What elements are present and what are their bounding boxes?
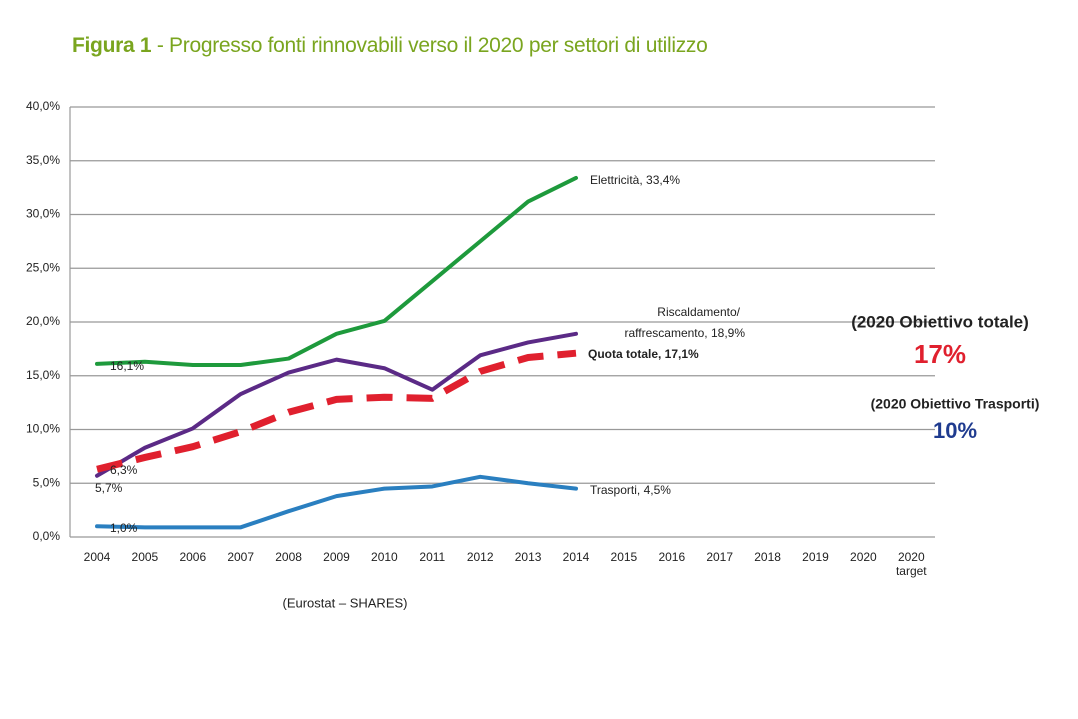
x-tick-label: 2005 [131, 550, 159, 564]
x-tick-label: 2009 [323, 550, 350, 564]
y-tick-label: 30,0% [26, 207, 60, 221]
title-text: - Progresso fonti rinnovabili verso il 2… [151, 34, 708, 57]
x-tick-label: 2011 [419, 550, 446, 564]
annotation: 10% [933, 418, 977, 443]
series-line [95, 331, 578, 478]
x-tick-label: 2006 [179, 550, 207, 564]
y-tick-label: 35,0% [26, 153, 60, 167]
x-tick-label: 2010 [371, 550, 398, 564]
annotation: 1,0% [110, 521, 138, 535]
annotation: Riscaldamento/ [657, 305, 740, 319]
x-tick-label: 2013 [514, 550, 542, 564]
series-line [95, 474, 578, 530]
y-tick-label: 40,0% [26, 99, 60, 113]
annotation: Elettricità, 33,4% [590, 173, 680, 187]
annotation: 5,7% [95, 481, 123, 495]
series-line [95, 175, 578, 367]
series-line [96, 349, 577, 473]
annotation: 16,1% [110, 359, 144, 373]
annotation: Trasporti, 4,5% [590, 483, 671, 497]
x-tick-label: 2007 [227, 550, 255, 564]
annotation: 6,3% [110, 463, 138, 477]
y-tick-label: 10,0% [26, 422, 60, 436]
x-tick-label: 2017 [706, 550, 734, 564]
source: (Eurostat – SHARES) [283, 595, 408, 610]
annotation: raffrescamento, 18,9% [624, 326, 745, 340]
y-tick-label: 20,0% [26, 314, 60, 328]
x-tick-label: 2019 [802, 550, 829, 564]
x-tick-label: 2014 [562, 550, 590, 564]
x-tick-label: 2016 [658, 550, 686, 564]
x-tick-label: 2020 target [895, 550, 927, 578]
x-tick-label: 2015 [610, 550, 638, 564]
y-tick-label: 5,0% [33, 475, 61, 489]
title-prefix: Figura 1 [72, 34, 152, 57]
annotation: (2020 Obiettivo totale) [851, 312, 1029, 331]
chart-title: Figura 1 - Progresso fonti rinnovabili v… [72, 34, 708, 58]
x-tick-label: 2020 [850, 550, 877, 564]
x-tick-label: 2018 [754, 550, 781, 564]
y-tick-label: 0,0% [33, 529, 61, 543]
annotation: 17% [914, 339, 966, 369]
y-tick-label: 25,0% [26, 260, 60, 274]
x-tick-label: 2008 [275, 550, 302, 564]
x-tick-label: 2004 [83, 550, 111, 564]
x-tick-label: 2012 [466, 550, 494, 564]
y-tick-label: 15,0% [26, 368, 60, 382]
annotation: Quota totale, 17,1% [588, 347, 699, 361]
annotation: (2020 Obiettivo Trasporti) [871, 396, 1040, 412]
